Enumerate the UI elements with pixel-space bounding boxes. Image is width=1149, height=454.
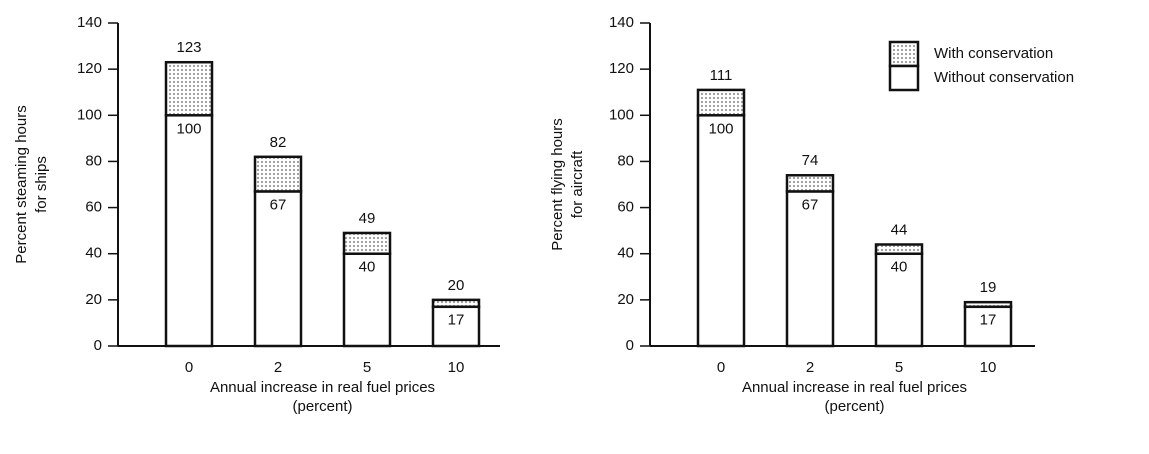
legend-label: Without conservation (934, 69, 1074, 86)
x-axis-label: Annual increase in real fuel prices (742, 379, 967, 396)
y-tick-label: 40 (617, 245, 634, 262)
y-axis-label: Percent steaming hours (13, 105, 30, 263)
bar-segment (164, 114, 214, 348)
y-tick-label: 60 (617, 199, 634, 216)
y-tick-label: 40 (85, 245, 102, 262)
x-tick-label: 2 (806, 359, 814, 376)
x-axis-label: (percent) (292, 398, 352, 415)
bar-segment (696, 88, 746, 117)
bar-segment (253, 190, 303, 348)
total-label: 123 (176, 39, 201, 56)
bar-segment (963, 305, 1013, 348)
x-tick-label: 0 (717, 359, 725, 376)
bar-segment (164, 60, 214, 117)
bar-segment (963, 300, 1013, 309)
x-tick-label: 10 (980, 359, 997, 376)
y-tick-label: 80 (617, 152, 634, 169)
total-label: 49 (359, 210, 376, 227)
total-label: 44 (891, 221, 908, 238)
y-tick-label: 140 (77, 14, 102, 31)
x-tick-label: 2 (274, 359, 282, 376)
legend-swatch (888, 40, 920, 68)
y-tick-label: 120 (77, 60, 102, 77)
bar-segment (874, 243, 924, 255)
segment-label: 40 (891, 259, 908, 276)
segment-label: 40 (359, 259, 376, 276)
y-tick-label: 140 (609, 14, 634, 31)
x-tick-label: 5 (895, 359, 903, 376)
bar-segment (785, 190, 835, 348)
bar-segment (696, 114, 746, 348)
total-label: 111 (710, 67, 733, 84)
total-label: 82 (270, 134, 287, 151)
x-tick-label: 10 (448, 359, 465, 376)
segment-label: 100 (176, 120, 201, 137)
y-axis-label: for ships (33, 156, 50, 213)
x-axis-label: (percent) (824, 398, 884, 415)
x-tick-label: 0 (185, 359, 193, 376)
y-tick-label: 20 (85, 291, 102, 308)
segment-label: 67 (270, 196, 287, 213)
bar-segment (785, 174, 835, 193)
y-tick-label: 0 (94, 337, 102, 354)
total-label: 20 (448, 277, 465, 294)
segment-label: 17 (448, 312, 465, 329)
bar-segment (431, 298, 481, 309)
y-axis-label: Percent flying hours (549, 118, 566, 251)
bar-segment (874, 252, 924, 348)
bar-segment (253, 155, 303, 193)
y-tick-label: 60 (85, 199, 102, 216)
y-tick-label: 0 (626, 337, 634, 354)
y-tick-label: 80 (85, 152, 102, 169)
segment-label: 67 (802, 196, 819, 213)
y-tick-label: 100 (609, 106, 634, 123)
total-label: 19 (980, 279, 997, 296)
segment-label: 17 (980, 312, 997, 329)
y-tick-label: 20 (617, 291, 634, 308)
legend-label: With conservation (934, 45, 1053, 62)
y-tick-label: 100 (77, 106, 102, 123)
x-tick-label: 5 (363, 359, 371, 376)
x-axis-label: Annual increase in real fuel prices (210, 379, 435, 396)
bar-segment (342, 231, 392, 255)
y-tick-label: 120 (609, 60, 634, 77)
segment-label: 100 (708, 120, 733, 137)
legend-swatch (888, 64, 920, 92)
y-axis-label: for aircraft (569, 150, 586, 218)
total-label: 74 (802, 152, 819, 169)
